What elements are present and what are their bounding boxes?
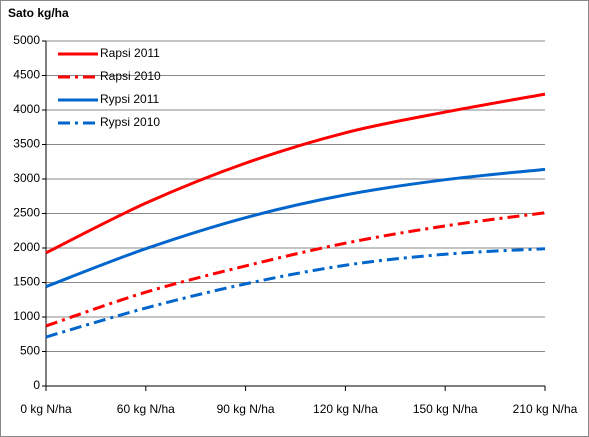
legend-label: Rypsi 2010 xyxy=(100,115,160,129)
y-tick-label: 500 xyxy=(20,344,40,358)
y-tick-label: 3000 xyxy=(13,171,40,185)
series-line xyxy=(45,211,546,328)
y-tick-label: 0 xyxy=(33,378,40,392)
x-tick-label: 120 kg N/ha xyxy=(313,402,378,416)
y-tick-label: 4000 xyxy=(13,102,40,116)
legend-label: Rypsi 2011 xyxy=(100,92,159,106)
y-tick-label: 4500 xyxy=(13,68,40,82)
y-tick-label: 1000 xyxy=(13,309,40,323)
series-line xyxy=(45,92,546,255)
x-tick-label: 90 kg N/ha xyxy=(217,402,275,416)
x-tick-label: 0 kg N/ha xyxy=(20,402,72,416)
chart-title: Sato kg/ha xyxy=(8,6,69,20)
y-tick-label: 3500 xyxy=(13,137,40,151)
legend-label: Rapsi 2011 xyxy=(100,46,160,60)
y-tick-label: 2500 xyxy=(13,206,40,220)
x-tick-label: 210 kg N/ha xyxy=(513,402,578,416)
series-line xyxy=(45,247,546,339)
series-line xyxy=(45,167,546,289)
y-tick-label: 5000 xyxy=(13,33,40,47)
y-tick-label: 2000 xyxy=(13,240,40,254)
legend-label: Rapsi 2010 xyxy=(100,69,161,83)
x-tick-label: 60 kg N/ha xyxy=(117,402,175,416)
y-tick-label: 1500 xyxy=(13,275,40,289)
x-tick-label: 150 kg N/ha xyxy=(413,402,478,416)
